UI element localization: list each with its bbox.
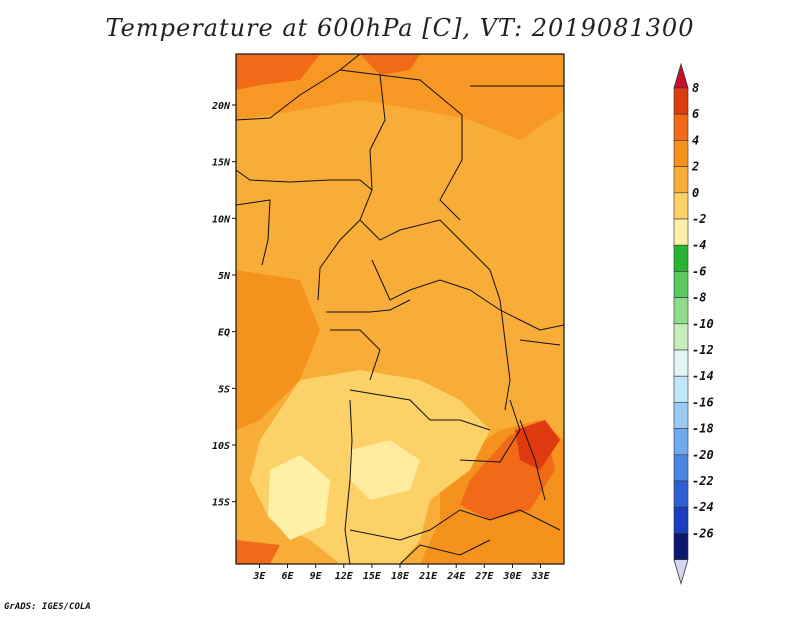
colorbar-swatch bbox=[673, 166, 689, 194]
colorbar-level-label: 8 bbox=[692, 81, 699, 95]
colorbar-swatch bbox=[673, 428, 689, 456]
lat-label: 15N bbox=[212, 158, 231, 169]
lat-label: 10N bbox=[212, 214, 231, 225]
colorbar-swatch bbox=[673, 323, 689, 351]
colorbar-swatch bbox=[673, 140, 689, 167]
temperature-field bbox=[236, 54, 564, 564]
colorbar-swatch bbox=[673, 113, 689, 141]
colorbar-level-label: 2 bbox=[691, 160, 699, 174]
lon-label: 33E bbox=[531, 571, 551, 582]
colorbar-level-label: 4 bbox=[692, 133, 699, 147]
colorbar-swatch bbox=[673, 349, 689, 377]
colorbar-swatch bbox=[673, 192, 689, 220]
colorbar-top-arrow bbox=[673, 62, 689, 89]
colorbar-swatch bbox=[673, 506, 689, 534]
lon-label: 12E bbox=[335, 571, 354, 582]
colorbar-swatch bbox=[673, 218, 689, 246]
lat-label: 5N bbox=[218, 271, 231, 282]
colorbar-level-label: -12 bbox=[692, 343, 714, 357]
colorbar-level-label: -18 bbox=[692, 422, 714, 436]
country-borders bbox=[236, 54, 564, 564]
colorbar-level-label: -2 bbox=[692, 212, 706, 226]
colorbar-level-label: -26 bbox=[692, 526, 714, 540]
lon-label: 9E bbox=[310, 571, 323, 582]
lat-label: EQ bbox=[218, 328, 230, 339]
colorbar-level-label: 0 bbox=[692, 186, 699, 200]
colorbar-level-label: -6 bbox=[692, 264, 706, 278]
colorbar-bottom-arrow bbox=[673, 559, 689, 586]
colorbar-level-label: -20 bbox=[692, 448, 714, 462]
colorbar-swatch bbox=[673, 271, 689, 298]
longitude-labels: 3E 6E 9E 12E 15E 18E 21E 24E 27E 30E 33E bbox=[252, 564, 551, 582]
lon-label: 18E bbox=[391, 571, 410, 582]
colorbar-level-label: -8 bbox=[692, 291, 706, 305]
latitude-labels: 20N 15N 10N 5N EQ 5S 10S 15S bbox=[211, 101, 236, 509]
colorbar-swatch bbox=[673, 533, 689, 560]
lon-label: 24E bbox=[446, 571, 466, 582]
colorbar-swatch bbox=[673, 244, 689, 272]
colorbar-swatch bbox=[673, 375, 689, 403]
map-title: Temperature at 600hPa [C], VT: 201908130… bbox=[105, 14, 695, 42]
lon-label: 30E bbox=[502, 571, 522, 582]
lat-label: 10S bbox=[212, 441, 230, 452]
colorbar-level-label: -22 bbox=[692, 474, 714, 488]
lon-label: 21E bbox=[418, 571, 438, 582]
colorbar-level-label: -24 bbox=[692, 500, 714, 514]
lat-label: 20N bbox=[211, 101, 231, 112]
colorbar-swatch bbox=[673, 454, 689, 482]
colorbar-swatch bbox=[673, 297, 689, 325]
colorbar-swatch bbox=[673, 402, 689, 429]
lon-label: 6E bbox=[282, 571, 295, 582]
colorbar-swatch bbox=[673, 87, 689, 115]
lon-label: 27E bbox=[474, 571, 494, 582]
colorbar-level-label: -14 bbox=[692, 369, 714, 383]
grads-credit: GrADS: IGES/COLA bbox=[4, 602, 91, 612]
lon-label: 15E bbox=[363, 571, 382, 582]
colorbar: 8 6 4 2 0 -2 -4 -6 -8 -10 -12 -14 -16 -18 -20 -22 -24 -26 bbox=[673, 62, 714, 586]
colorbar-level-label: 6 bbox=[692, 107, 699, 121]
colorbar-swatch bbox=[673, 480, 689, 508]
lat-label: 5S bbox=[218, 384, 230, 395]
lat-label: 15S bbox=[212, 498, 230, 509]
colorbar-level-label: -16 bbox=[692, 395, 714, 409]
colorbar-level-label: -10 bbox=[692, 317, 714, 331]
lon-label: 3E bbox=[252, 571, 266, 582]
colorbar-level-label: -4 bbox=[692, 238, 706, 252]
